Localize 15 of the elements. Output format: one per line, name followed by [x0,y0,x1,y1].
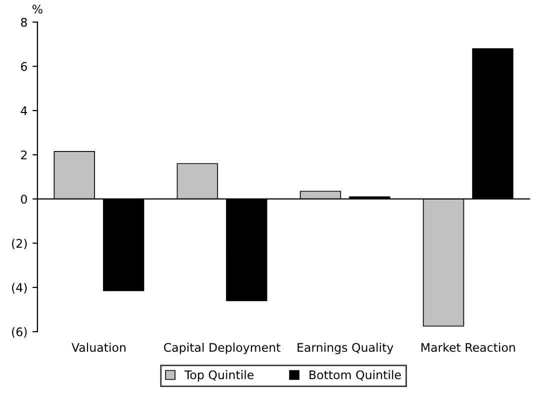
y-tick-label: (2) [12,238,27,250]
legend-label: Bottom Quintile [310,370,401,381]
y-tick-label: (6) [12,327,27,338]
y-tick-label: 2 [21,150,27,160]
x-tick-label: Market Reaction [421,342,515,352]
y-tick-label: (4) [12,282,27,294]
x-tick-label: Earnings Quality [298,342,394,354]
x-tick-label: Valuation [72,342,126,352]
y-tick-label: 4 [20,106,28,116]
y-axis-title: % [32,4,42,14]
legend-label: Top Quintile [184,370,254,382]
x-tick-label: Capital Deployment [164,342,280,354]
y-tick-label: 6 [21,62,27,71]
y-tick-label: 8 [21,18,27,27]
y-tick-label: 0 [20,194,27,204]
